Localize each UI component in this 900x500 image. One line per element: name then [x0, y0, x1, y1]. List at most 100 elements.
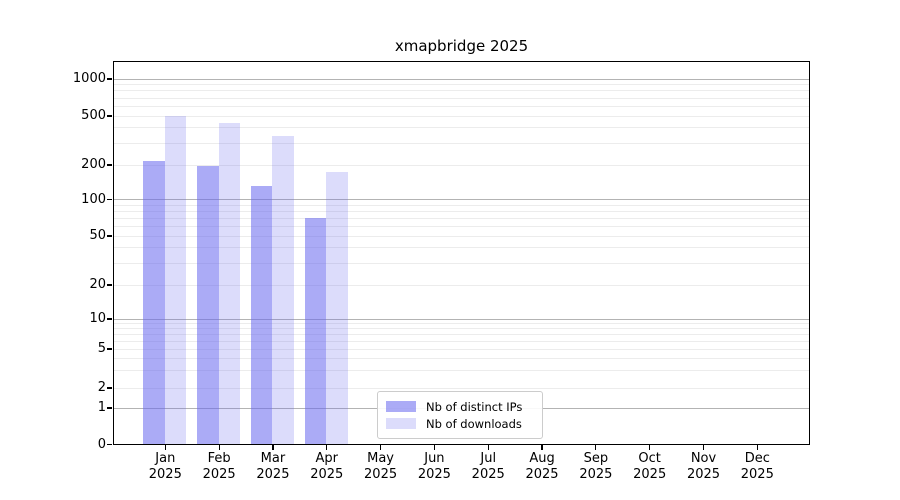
x-tick-mark	[595, 444, 597, 450]
x-tick-mark	[218, 444, 220, 450]
y-tick-mark	[107, 387, 112, 389]
chart-title: xmapbridge 2025	[394, 37, 529, 55]
x-tick-month: Oct	[638, 450, 661, 466]
minor-gridline	[114, 105, 809, 107]
x-tick-year: 2025	[417, 467, 451, 482]
y-tick-label: 2	[97, 380, 106, 395]
minor-gridline	[114, 217, 809, 219]
x-tick-month: Jul	[480, 450, 497, 466]
x-tick-year: 2025	[202, 467, 236, 482]
x-tick-mark	[756, 444, 758, 450]
y-tick-label: 200	[81, 157, 106, 172]
x-tick-year: 2025	[364, 467, 398, 482]
x-tick-year: 2025	[148, 467, 182, 482]
y-tick-label: 5	[97, 341, 106, 356]
x-tick-mark	[379, 444, 382, 450]
minor-gridline	[114, 210, 809, 212]
bar-downloads-mar	[272, 136, 294, 444]
y-tick-mark	[107, 407, 112, 409]
y-tick-label: 500	[81, 108, 106, 123]
plot-area	[113, 61, 810, 445]
x-tick-month: Nov	[690, 450, 717, 466]
minor-gridline	[114, 90, 809, 92]
minor-gridline	[114, 164, 809, 166]
x-tick-label-jun: Jun 2025	[404, 451, 464, 484]
legend-label-downloads: Nb of downloads	[426, 416, 522, 431]
x-tick-label-jan: Jan 2025	[135, 451, 195, 484]
y-tick-label: 10	[89, 311, 106, 326]
y-tick-label: 20	[89, 277, 106, 292]
legend: Nb of distinct IPs Nb of downloads	[377, 391, 543, 439]
y-tick-mark	[107, 198, 112, 201]
x-tick-year: 2025	[471, 467, 505, 482]
minor-gridline	[114, 225, 809, 227]
x-tick-year: 2025	[310, 467, 344, 482]
minor-gridline	[114, 235, 809, 237]
y-tick-mark	[107, 318, 112, 320]
y-tick-label: 0	[97, 436, 106, 452]
y-tick-label: 50	[89, 228, 106, 243]
bar-distinct-ips-feb	[197, 165, 219, 444]
legend-row-distinct-ips: Nb of distinct IPs	[386, 398, 534, 415]
x-tick-label-apr: Apr 2025	[297, 451, 357, 484]
x-tick-month: Dec	[744, 450, 770, 466]
minor-gridline	[114, 204, 809, 206]
minor-gridline	[114, 284, 809, 286]
y-tick-mark	[107, 78, 112, 80]
minor-gridline	[114, 328, 809, 330]
x-tick-label-sep: Sep 2025	[566, 451, 626, 484]
minor-gridline	[114, 84, 809, 86]
x-tick-mark	[702, 444, 705, 450]
x-tick-year: 2025	[579, 467, 613, 482]
x-tick-mark	[272, 444, 274, 450]
minor-gridline	[114, 247, 809, 249]
minor-gridline	[114, 142, 809, 144]
legend-swatch-distinct-ips	[386, 401, 416, 412]
y-tick-mark	[107, 284, 112, 286]
x-tick-mark	[541, 444, 543, 450]
x-tick-mark	[164, 444, 166, 450]
x-tick-year: 2025	[740, 467, 774, 482]
y-tick-label: 100	[81, 191, 106, 207]
bar-distinct-ips-mar	[250, 185, 273, 444]
minor-gridline	[114, 357, 809, 359]
x-tick-year: 2025	[633, 467, 667, 482]
minor-gridline	[114, 127, 809, 129]
minor-gridline	[114, 340, 809, 342]
x-tick-month: Apr	[315, 450, 339, 466]
x-tick-month: Jan	[155, 450, 176, 466]
minor-gridline	[114, 115, 809, 117]
x-tick-label-oct: Oct 2025	[620, 451, 680, 484]
x-tick-year: 2025	[525, 467, 559, 482]
y-tick-mark	[107, 235, 112, 237]
x-tick-month: Sep	[583, 450, 609, 466]
major-gridline	[114, 199, 809, 200]
minor-gridline	[114, 348, 809, 350]
x-tick-label-jul: Jul 2025	[458, 451, 518, 484]
x-tick-label-feb: Feb 2025	[189, 451, 249, 484]
major-gridline	[114, 78, 809, 80]
bar-downloads-apr	[326, 172, 348, 444]
x-tick-month: Aug	[529, 450, 555, 466]
x-tick-month: Jun	[424, 450, 445, 466]
x-tick-year: 2025	[256, 467, 290, 482]
x-tick-mark	[487, 444, 489, 450]
x-tick-label-mar: Mar 2025	[243, 451, 303, 484]
y-tick-mark	[107, 443, 112, 446]
x-tick-label-nov: Nov 2025	[674, 451, 734, 484]
bar-distinct-ips-jan	[143, 160, 165, 444]
x-tick-month: Feb	[207, 450, 231, 466]
x-tick-month: May	[367, 450, 395, 466]
legend-row-downloads: Nb of downloads	[386, 415, 534, 432]
minor-gridline	[114, 323, 809, 325]
minor-gridline	[114, 97, 809, 99]
x-tick-label-may: May 2025	[351, 451, 411, 484]
y-tick-mark	[107, 348, 112, 350]
y-tick-mark	[107, 115, 112, 117]
x-tick-mark	[649, 444, 651, 450]
x-tick-year: 2025	[686, 467, 721, 482]
legend-label-distinct-ips: Nb of distinct IPs	[426, 399, 523, 414]
minor-gridline	[114, 333, 809, 335]
x-tick-label-aug: Aug 2025	[512, 451, 572, 484]
